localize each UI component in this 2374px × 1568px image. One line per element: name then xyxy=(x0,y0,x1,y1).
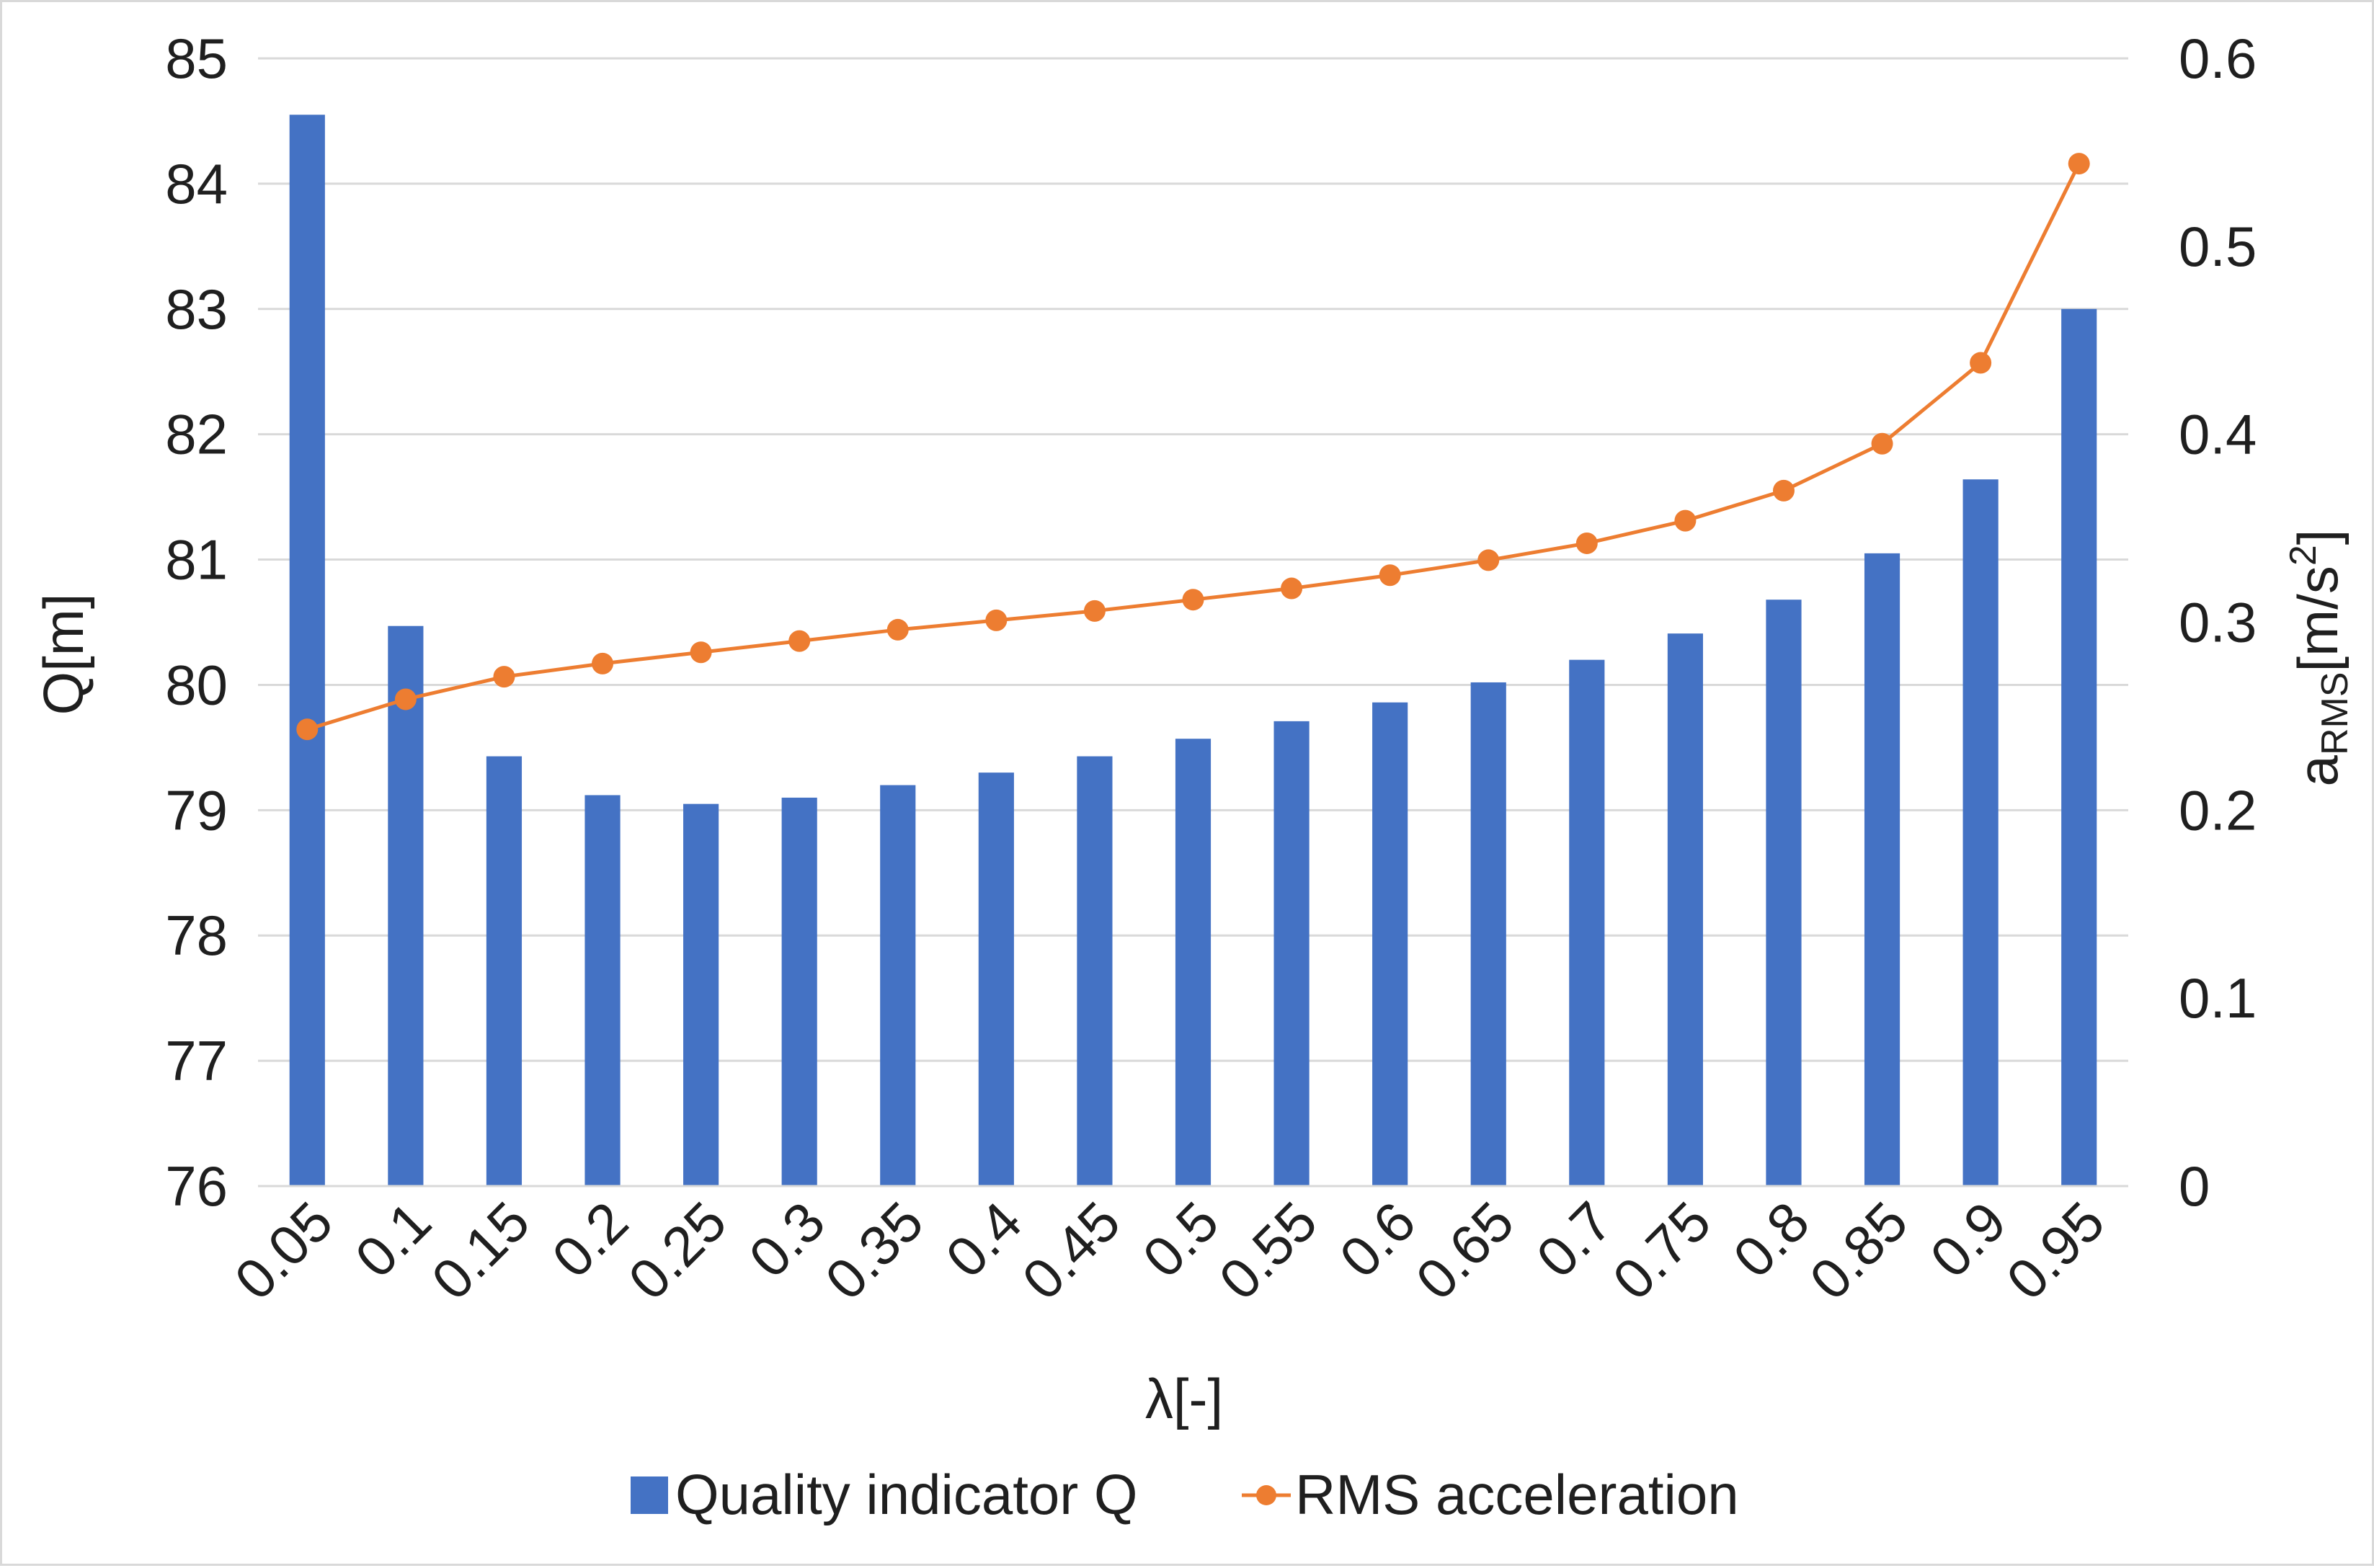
bar-series-quality-indicator xyxy=(289,115,2097,1186)
rms-point-0.95 xyxy=(2068,153,2090,175)
bar-0.8 xyxy=(1766,600,1802,1186)
bar-0.95 xyxy=(2061,308,2097,1186)
rms-point-0.75 xyxy=(1674,509,1697,532)
bar-0.85 xyxy=(1864,553,1900,1186)
rms-point-0.6 xyxy=(1379,564,1401,587)
y-axis-right-title-unit-sup: 2 xyxy=(2282,545,2324,566)
legend-label-rms-acceleration: RMS acceleration xyxy=(1295,1463,1739,1526)
bar-0.2 xyxy=(584,795,621,1186)
y-left-tick-label: 76 xyxy=(165,1154,228,1218)
x-tick-label: 0.65 xyxy=(1404,1190,1526,1312)
bar-0.75 xyxy=(1667,633,1703,1186)
y-left-tick-label: 84 xyxy=(165,152,228,215)
y-axis-right-title-main: a xyxy=(2286,754,2349,786)
x-tick-label: 0.75 xyxy=(1601,1190,1723,1312)
bar-0.55 xyxy=(1273,721,1310,1186)
y-right-tick-label: 0.5 xyxy=(2179,215,2257,278)
rms-point-0.55 xyxy=(1281,577,1303,600)
y-left-tick-label: 80 xyxy=(165,653,228,716)
y-axis-right-title-unit: [m/s xyxy=(2286,566,2349,672)
y-axis-right-title: aRMS[m/s2] xyxy=(2282,530,2356,787)
bar-0.1 xyxy=(388,625,424,1186)
bar-0.65 xyxy=(1470,682,1506,1186)
line-series-rms-acceleration xyxy=(296,153,2090,741)
axes: 76 77 78 79 80 81 82 83 84 85 0 0.1 0.2 0.3 0.4 0.5 0.6 0… xyxy=(165,27,2257,1311)
legend: Quality indicator Q RMS acceleration xyxy=(631,1463,1739,1526)
legend-swatch-marker-rms xyxy=(1256,1485,1276,1505)
x-tick-label: 0.25 xyxy=(616,1190,739,1312)
x-tick-label: 0.15 xyxy=(419,1190,542,1312)
bar-0.5 xyxy=(1175,739,1212,1186)
bar-0.6 xyxy=(1372,702,1408,1186)
y-axis-left-title: Q[m] xyxy=(32,594,95,716)
legend-swatch-quality-indicator xyxy=(631,1476,668,1514)
y-right-tick-label: 0.1 xyxy=(2179,966,2257,1030)
rms-point-0.7 xyxy=(1575,532,1598,554)
bar-0.7 xyxy=(1569,659,1605,1186)
rms-point-0.1 xyxy=(394,688,417,710)
bar-0.15 xyxy=(486,756,523,1186)
rms-point-0.8 xyxy=(1772,479,1795,502)
y-axis-right-title-subscript: RMS xyxy=(2314,672,2356,755)
rms-point-0.15 xyxy=(493,666,515,688)
x-tick-label: 0.35 xyxy=(813,1190,935,1312)
bar-0.45 xyxy=(1077,756,1113,1186)
rms-point-0.35 xyxy=(886,618,909,641)
rms-point-0.45 xyxy=(1083,600,1106,622)
y-left-tick-label: 78 xyxy=(165,904,228,967)
y-left-tick-label: 85 xyxy=(165,27,228,90)
rms-point-0.4 xyxy=(985,609,1008,631)
rms-point-0.25 xyxy=(690,641,712,664)
rms-point-0.65 xyxy=(1477,549,1500,571)
bar-0.4 xyxy=(978,772,1014,1186)
x-tick-label: 0.55 xyxy=(1207,1190,1330,1312)
bar-0.3 xyxy=(781,797,817,1186)
gridlines xyxy=(258,57,2128,1188)
bar-0.25 xyxy=(683,803,719,1186)
rms-point-0.9 xyxy=(1970,352,1992,374)
y-left-tick-label: 77 xyxy=(165,1029,228,1092)
bar-0.35 xyxy=(880,785,916,1186)
y-left-tick-label: 81 xyxy=(165,528,228,592)
y-right-tick-label: 0 xyxy=(2179,1154,2210,1218)
y-right-tick-label: 0.4 xyxy=(2179,403,2257,466)
rms-point-0.5 xyxy=(1182,589,1204,611)
rms-point-0.2 xyxy=(592,652,614,674)
y-right-tick-label: 0.3 xyxy=(2179,591,2257,654)
y-left-tick-label: 83 xyxy=(165,277,228,341)
x-axis-title: λ[-] xyxy=(1145,1367,1223,1430)
bar-0.05 xyxy=(289,115,325,1186)
x-tick-label: 0.85 xyxy=(1797,1190,1920,1312)
x-tick-label: 0.05 xyxy=(223,1190,345,1312)
y-right-tick-label: 0.2 xyxy=(2179,778,2257,842)
y-right-tick-label: 0.6 xyxy=(2179,27,2257,90)
bar-0.9 xyxy=(1962,479,1999,1186)
rms-point-0.85 xyxy=(1871,432,1893,455)
y-left-tick-label: 82 xyxy=(165,403,228,466)
rms-point-0.3 xyxy=(788,630,811,652)
y-axis-right-title-unit-end: ] xyxy=(2286,530,2349,545)
rms-point-0.05 xyxy=(296,718,319,741)
rms-line-path xyxy=(306,162,2081,731)
x-tick-label: 0.95 xyxy=(1994,1190,2117,1312)
legend-label-quality-indicator: Quality indicator Q xyxy=(675,1463,1138,1526)
x-tick-label: 0.45 xyxy=(1010,1190,1132,1312)
y-left-tick-label: 79 xyxy=(165,778,228,842)
